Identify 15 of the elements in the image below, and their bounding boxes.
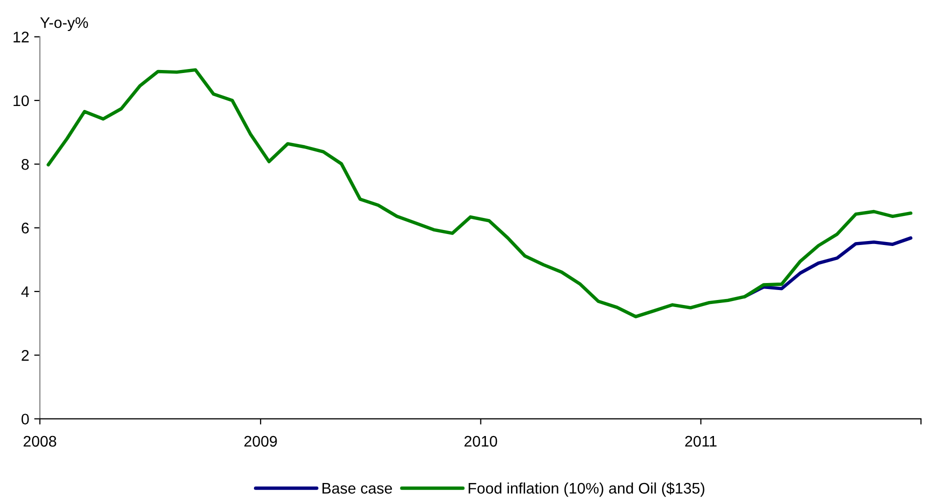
x-tick-label: 2009	[244, 436, 277, 447]
y-tick-label: 4	[21, 286, 29, 298]
legend-label: Food inflation (10%) and Oil ($135)	[468, 482, 704, 497]
line-series	[46, 68, 912, 318]
x-tick-label: 2010	[464, 436, 498, 447]
x-tick-label: 2011	[685, 436, 717, 447]
y-tick-label: 10	[14, 95, 29, 106]
y-tick-label: 8	[22, 159, 29, 170]
y-axis-title: Y-o-y%	[40, 17, 88, 32]
y-tick-label: 12	[14, 32, 29, 42]
legend-label: Base case	[322, 483, 392, 494]
x-tick-label: 2008	[24, 436, 56, 447]
y-tick-label: 2	[22, 350, 29, 361]
y-tick-label: 6	[22, 222, 29, 234]
y-tick-label: 0	[22, 414, 29, 425]
